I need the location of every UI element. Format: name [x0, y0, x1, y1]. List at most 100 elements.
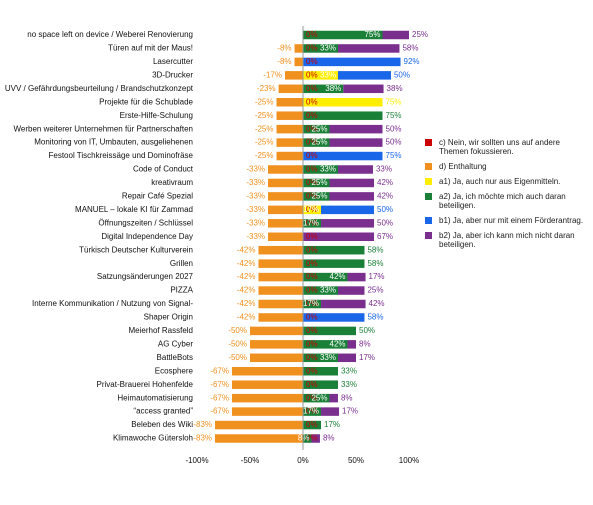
bar-segment [303, 380, 338, 389]
bar-segment [231, 407, 303, 416]
value-label: 75% [386, 111, 402, 120]
value-label: -83% [193, 420, 212, 429]
value-label: 33% [320, 286, 336, 295]
value-label: -83% [193, 434, 212, 443]
value-label: -42% [237, 313, 256, 322]
value-label: 58% [367, 245, 383, 254]
legend-item: c) Nein, wir sollten uns auf andere Them… [425, 138, 585, 156]
value-label: 50% [386, 124, 402, 133]
legend-item: b2) Ja, aber ich kann mich nicht daran b… [425, 231, 585, 249]
legend: c) Nein, wir sollten uns auf andere Them… [425, 138, 585, 255]
legend-item: d) Enthaltung [425, 162, 585, 171]
bar-segment [276, 111, 303, 120]
value-label: 0% [306, 366, 318, 375]
legend-item: b1) Ja, aber nur mit einem Förderantrag. [425, 216, 585, 225]
value-label: -50% [228, 339, 247, 348]
category-label: Erste-Hilfe-Schulung [120, 111, 193, 120]
legend-swatch [425, 217, 432, 224]
value-label: 42% [377, 178, 393, 187]
value-label: 42% [330, 272, 346, 281]
bar-segment [337, 165, 373, 174]
value-label: 17% [303, 218, 319, 227]
value-label: -42% [237, 272, 256, 281]
bar-segment [303, 151, 383, 161]
value-label: 38% [325, 84, 341, 93]
value-label: 0% [306, 326, 318, 335]
value-label: 75% [386, 97, 402, 106]
category-label: Privat-Brauerei Hohenfelde [97, 380, 194, 389]
x-tick-label: 50% [348, 456, 364, 465]
bar-segment [311, 434, 320, 443]
category-label: Lasercutter [153, 57, 193, 66]
bar-segment [303, 192, 330, 201]
value-label: 0% [306, 353, 318, 362]
bar-segment [268, 219, 303, 228]
value-label: -67% [210, 366, 229, 375]
bar-segment [258, 313, 303, 322]
value-label: 50% [394, 70, 410, 79]
value-label: 25% [412, 30, 428, 39]
value-label: 0% [306, 286, 318, 295]
bar-segment [303, 124, 330, 134]
value-label: -25% [255, 111, 274, 120]
bar-segment [329, 192, 375, 201]
value-label: 0% [306, 151, 318, 160]
value-label: -42% [237, 245, 256, 254]
value-label: 0% [306, 30, 318, 39]
value-label: 58% [367, 313, 383, 322]
category-label: MANUEL – lokale KI für Zammad [75, 205, 193, 214]
value-label: 0% [306, 165, 318, 174]
value-label: 58% [402, 44, 418, 53]
bar-segment [321, 407, 340, 416]
value-label: -67% [210, 407, 229, 416]
bar-segment [303, 98, 383, 107]
value-label: 8% [298, 434, 310, 443]
value-label: 0% [306, 138, 318, 147]
bar-segment [303, 367, 338, 376]
category-label: Ecosphere [155, 366, 194, 375]
bar-segment [276, 151, 303, 161]
bar-segment [329, 393, 338, 403]
bar-segment [231, 367, 303, 376]
bar-segment [329, 138, 383, 147]
bar-segment [337, 286, 365, 295]
value-label: 58% [367, 259, 383, 268]
legend-label: a1) Ja, auch nur aus Eigenmitteln. [439, 177, 561, 186]
bar-segment [303, 44, 338, 53]
bar-segment [231, 380, 303, 389]
bar-segment [303, 407, 322, 416]
category-label: Monitoring von IT, Umbauten, ausgeliehen… [34, 138, 193, 147]
value-label: 0% [306, 272, 318, 281]
bar-segment [329, 178, 375, 188]
value-label: 33% [341, 380, 357, 389]
value-label: -25% [255, 124, 274, 133]
bar-segment [303, 286, 338, 295]
category-label: BattleBots [157, 353, 193, 362]
bar-segment [347, 272, 366, 282]
value-label: 33% [320, 44, 336, 53]
value-label: 50% [386, 138, 402, 147]
value-label: -33% [246, 218, 265, 227]
value-label: 0% [306, 245, 318, 254]
legend-label: b2) Ja, aber ich kann mich nicht daran b… [439, 231, 575, 249]
category-label: PIZZA [170, 286, 193, 295]
value-label: 0% [306, 178, 318, 187]
bar-segment [303, 165, 338, 174]
bar-segment [303, 353, 338, 363]
value-label: 0% [306, 313, 318, 322]
bar-segment [250, 353, 303, 363]
bar-segment [215, 420, 303, 430]
bar-segment [268, 165, 303, 174]
bar-segment [303, 393, 330, 403]
value-label: 0% [306, 205, 318, 214]
value-label: 0% [306, 84, 318, 93]
value-label: 0% [306, 420, 318, 429]
category-label: Werben weiterer Unternehmen für Partners… [14, 124, 194, 133]
value-label: -25% [255, 138, 274, 147]
bar-segment [382, 30, 409, 40]
bar-segment [231, 393, 303, 403]
bar-segment [303, 245, 365, 255]
value-label: 25% [367, 286, 383, 295]
legend-item: a1) Ja, auch nur aus Eigenmitteln. [425, 177, 585, 186]
